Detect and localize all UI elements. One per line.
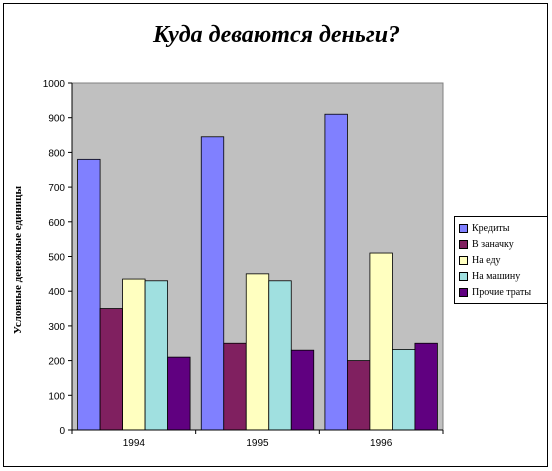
y-tick-label: 600 (48, 218, 65, 229)
bar-3-1994 (122, 278, 146, 431)
legend-item: В заначку (459, 236, 543, 252)
legend-swatch (459, 271, 468, 281)
legend-swatch (459, 255, 468, 265)
bar-2-1994 (99, 308, 123, 431)
legend-label: Прочие траты (472, 286, 532, 298)
legend-item: Кредиты (459, 220, 543, 236)
x-tick-label: 1995 (246, 438, 269, 449)
y-tick-label: 1000 (43, 79, 66, 90)
y-tick-label: 300 (48, 322, 65, 333)
bar-3-1996 (369, 252, 393, 431)
bar-4-1995 (268, 280, 292, 431)
y-tick-label: 0 (59, 426, 65, 437)
y-axis-label: Условные денежные единицы (12, 185, 24, 335)
y-tick-label: 200 (48, 357, 65, 368)
bar-2-1995 (223, 342, 247, 431)
legend-swatch (459, 223, 468, 233)
bar-2-1996 (347, 360, 371, 431)
bar-5-1995 (290, 349, 315, 431)
bar-5-1996 (414, 342, 438, 431)
legend-label: На еду (472, 254, 501, 266)
legend-swatch (459, 287, 468, 297)
x-tick-label: 1996 (370, 438, 393, 449)
bar-1-1994 (77, 158, 101, 431)
legend-item: На еду (459, 252, 543, 268)
bar-1-1996 (324, 113, 348, 431)
bar-4-1994 (144, 280, 168, 431)
chart-frame: Куда деваются деньги? 0 100 200 300 400 500 60… (3, 3, 548, 467)
legend-label: Кредиты (472, 222, 510, 234)
bar-5-1994 (167, 356, 191, 431)
bar-3-1995 (245, 273, 270, 431)
y-tick-label: 800 (48, 148, 65, 159)
y-tick-label: 900 (48, 114, 65, 125)
legend-label: В заначку (472, 238, 514, 250)
bar-4-1996 (392, 349, 416, 431)
y-tick-label: 500 (48, 253, 65, 264)
legend-label: На машину (472, 270, 521, 282)
x-tick-label: 1994 (123, 438, 146, 449)
chart-title: Куда деваются деньги? (152, 22, 401, 48)
legend: Кредиты В заначку На еду На машину Прочие тр… (454, 216, 548, 304)
y-tick-label: 700 (48, 183, 65, 194)
bar-1-1995 (200, 136, 225, 431)
legend-item: Прочие траты (459, 284, 543, 300)
plot-area: 0 100 200 300 400 500 600 700 800 900 1000 1994 1995… (43, 79, 444, 449)
y-tick-label: 100 (48, 391, 65, 402)
legend-item: На машину (459, 268, 543, 284)
legend-swatch (459, 239, 468, 249)
y-tick-label: 400 (48, 287, 65, 298)
